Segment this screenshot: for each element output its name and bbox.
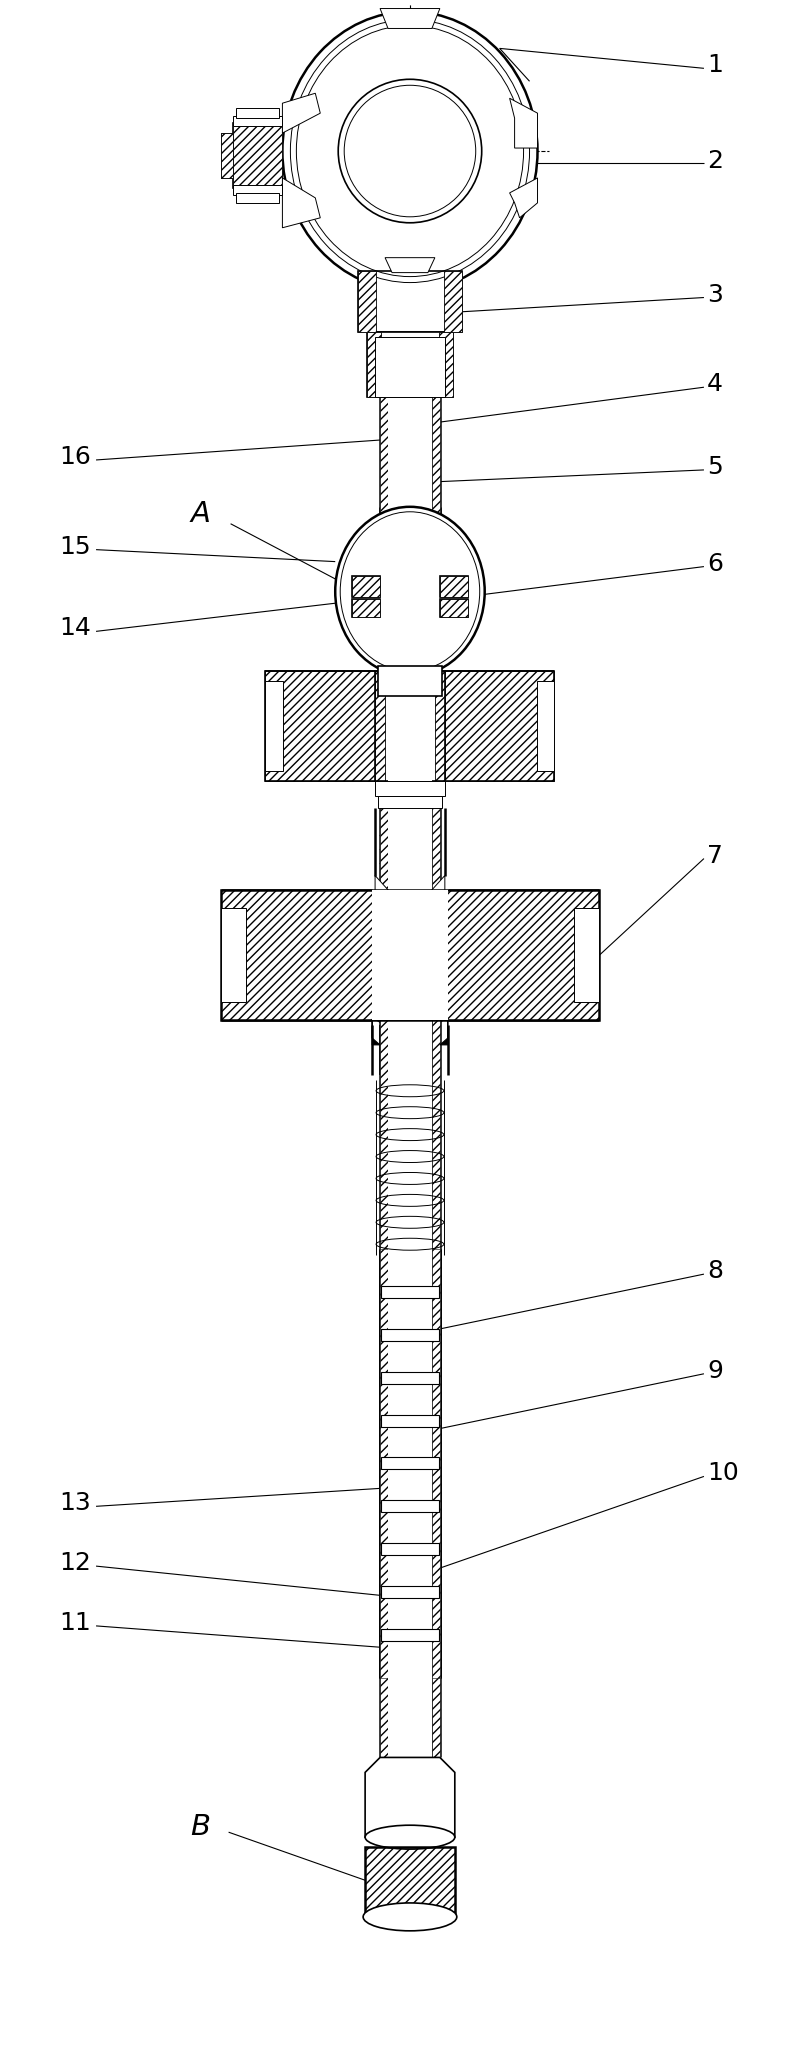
Bar bbox=[440, 575, 468, 597]
Text: A: A bbox=[190, 499, 210, 528]
Polygon shape bbox=[510, 98, 538, 147]
Bar bbox=[381, 1372, 439, 1384]
Polygon shape bbox=[385, 258, 435, 272]
Bar bbox=[358, 270, 376, 333]
Bar bbox=[381, 1458, 439, 1470]
Bar bbox=[380, 397, 388, 1757]
Bar bbox=[266, 671, 554, 781]
Bar bbox=[381, 1329, 439, 1342]
Bar bbox=[233, 123, 282, 188]
Bar bbox=[381, 1587, 439, 1597]
Bar bbox=[381, 1544, 439, 1554]
Bar bbox=[233, 117, 282, 127]
Bar bbox=[440, 599, 468, 618]
Bar bbox=[266, 681, 283, 771]
Bar bbox=[221, 133, 233, 178]
Polygon shape bbox=[380, 8, 440, 29]
Bar bbox=[388, 397, 432, 1757]
Bar bbox=[432, 397, 440, 1757]
Bar bbox=[233, 184, 282, 194]
Polygon shape bbox=[510, 178, 538, 219]
Bar bbox=[381, 1501, 439, 1513]
Text: 1: 1 bbox=[707, 53, 723, 78]
Bar bbox=[352, 599, 380, 618]
Polygon shape bbox=[375, 875, 393, 896]
Bar bbox=[444, 270, 462, 333]
Bar bbox=[388, 1249, 432, 1677]
Bar bbox=[537, 681, 554, 771]
Text: 12: 12 bbox=[59, 1550, 91, 1575]
Text: 5: 5 bbox=[707, 454, 722, 479]
Polygon shape bbox=[427, 875, 445, 896]
Polygon shape bbox=[282, 178, 320, 227]
Text: 8: 8 bbox=[707, 1260, 723, 1282]
Bar bbox=[266, 671, 554, 781]
Text: 6: 6 bbox=[707, 552, 723, 575]
Bar bbox=[352, 599, 380, 618]
Bar bbox=[435, 671, 445, 781]
Bar bbox=[380, 1249, 388, 1677]
Ellipse shape bbox=[335, 507, 485, 677]
Text: 16: 16 bbox=[59, 446, 91, 468]
Bar bbox=[439, 333, 453, 397]
Ellipse shape bbox=[363, 1904, 457, 1930]
Bar bbox=[372, 890, 448, 1020]
Bar bbox=[233, 123, 282, 188]
Polygon shape bbox=[282, 94, 320, 133]
Text: 9: 9 bbox=[707, 1358, 723, 1382]
Polygon shape bbox=[365, 1757, 455, 1836]
Bar bbox=[365, 1847, 455, 1916]
Bar bbox=[221, 908, 246, 1002]
Circle shape bbox=[338, 80, 482, 223]
Text: 7: 7 bbox=[707, 845, 723, 867]
Text: 15: 15 bbox=[59, 534, 91, 558]
Bar bbox=[352, 575, 380, 597]
Bar bbox=[235, 108, 279, 119]
Text: 4: 4 bbox=[707, 372, 723, 397]
Bar bbox=[375, 337, 445, 397]
Ellipse shape bbox=[365, 1826, 455, 1849]
Text: 3: 3 bbox=[707, 282, 723, 307]
Text: B: B bbox=[190, 1814, 210, 1840]
Text: 10: 10 bbox=[707, 1462, 738, 1485]
Bar bbox=[574, 908, 599, 1002]
Bar bbox=[221, 133, 233, 178]
Bar bbox=[381, 1415, 439, 1427]
Bar bbox=[378, 667, 442, 695]
Bar bbox=[388, 671, 432, 781]
Bar bbox=[381, 1286, 439, 1299]
Bar bbox=[358, 270, 462, 333]
Ellipse shape bbox=[282, 12, 538, 290]
Bar bbox=[375, 671, 445, 781]
Text: 14: 14 bbox=[59, 616, 91, 640]
Polygon shape bbox=[372, 1020, 380, 1045]
Bar bbox=[378, 796, 442, 808]
Bar bbox=[375, 671, 445, 781]
Text: 13: 13 bbox=[59, 1491, 91, 1515]
Bar bbox=[440, 575, 468, 597]
Bar bbox=[381, 1630, 439, 1640]
Bar bbox=[352, 575, 380, 597]
Bar bbox=[375, 671, 385, 781]
Bar bbox=[375, 781, 445, 796]
Bar bbox=[367, 333, 381, 397]
Polygon shape bbox=[440, 1020, 448, 1045]
Bar bbox=[365, 1847, 455, 1916]
Text: 11: 11 bbox=[59, 1611, 91, 1634]
Bar bbox=[367, 333, 453, 397]
Bar bbox=[432, 1249, 440, 1677]
Bar bbox=[221, 890, 599, 1020]
Bar bbox=[440, 599, 468, 618]
Text: 2: 2 bbox=[707, 149, 723, 174]
Bar bbox=[235, 192, 279, 202]
Bar bbox=[221, 890, 599, 1020]
